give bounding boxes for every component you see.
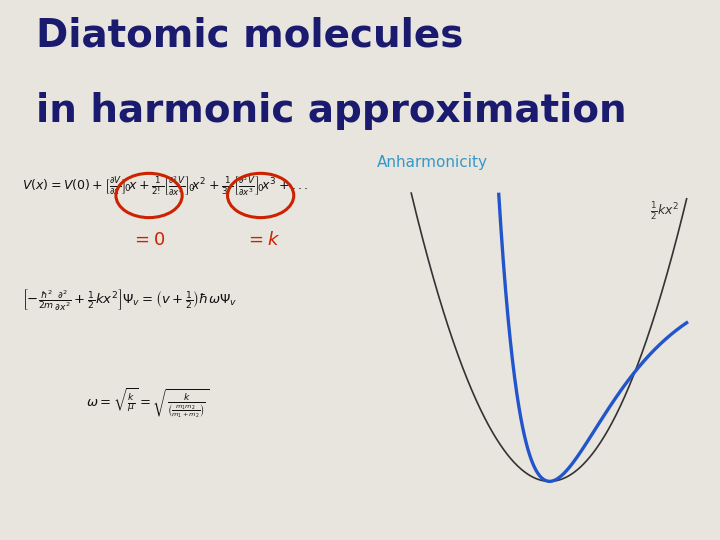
Text: $V(x)=V(0)+\left[\frac{\partial V}{\partial x}\right]_{\!0}\!x+\frac{1}{2!}\left: $V(x)=V(0)+\left[\frac{\partial V}{\part… — [22, 174, 308, 198]
Text: in harmonic approximation: in harmonic approximation — [36, 92, 626, 130]
Text: $= k$: $= k$ — [246, 231, 280, 249]
Text: $\omega=\sqrt{\frac{k}{\mu}}=\sqrt{\frac{k}{\left(\frac{m_1 m_2}{m_1+m_2}\right): $\omega=\sqrt{\frac{k}{\mu}}=\sqrt{\frac… — [86, 386, 210, 418]
Text: $\frac{1}{2}kx^2$: $\frac{1}{2}kx^2$ — [650, 200, 680, 222]
Text: Diatomic molecules: Diatomic molecules — [36, 16, 464, 54]
Text: $= 0$: $= 0$ — [130, 231, 165, 249]
Text: $\left[-\frac{\hbar^2}{2m}\frac{\partial^2}{\partial x^2}+\frac{1}{2}kx^2\right]: $\left[-\frac{\hbar^2}{2m}\frac{\partial… — [22, 287, 237, 312]
Text: Anharmonicity: Anharmonicity — [377, 155, 487, 170]
